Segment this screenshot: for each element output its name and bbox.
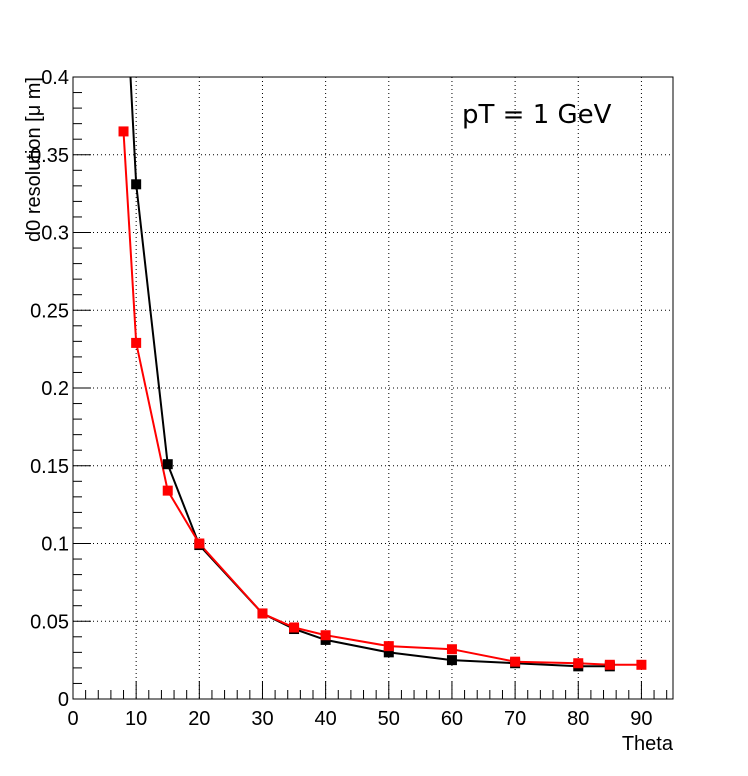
series-2-marker <box>636 659 647 670</box>
x-tick-label: 30 <box>251 708 273 730</box>
axis-ticks: 0 10 20 30 40 50 60 70 80 90 0 0.05 0.1 0.15 0.2 0.25 0.… <box>30 67 668 730</box>
grid <box>73 77 673 699</box>
series-2-marker <box>604 659 615 670</box>
series-2-marker <box>194 538 205 549</box>
y-tick-label: 0 <box>58 689 69 711</box>
y-tick-label: 0.4 <box>41 67 69 89</box>
x-tick-label: 80 <box>567 708 589 730</box>
x-tick-label: 90 <box>630 708 652 730</box>
x-tick-label: 20 <box>188 708 210 730</box>
series-1-marker <box>131 179 142 190</box>
y-tick-label: 0.1 <box>41 534 69 556</box>
annotation-label: pT = 1 GeV <box>462 100 612 130</box>
series-2-marker <box>257 608 268 619</box>
series-2-marker <box>289 622 300 633</box>
y-tick-label: 0.3 <box>41 223 69 245</box>
y-tick-label: 0.25 <box>30 300 69 322</box>
x-tick-label: 60 <box>441 708 463 730</box>
series-2-marker <box>118 126 129 137</box>
series-1-marker <box>162 459 173 470</box>
series-2-marker <box>383 641 394 652</box>
series-2-marker <box>320 630 331 641</box>
series-2-marker <box>573 658 584 669</box>
series-2-marker <box>446 644 457 655</box>
x-tick-label: 70 <box>504 708 526 730</box>
series-2-marker <box>162 485 173 496</box>
y-tick-label: 0.2 <box>41 378 69 400</box>
y-axis-title: d0 resolution [μ m] <box>23 77 45 242</box>
x-tick-label: 0 <box>67 708 78 730</box>
x-tick-label: 50 <box>378 708 400 730</box>
series-line-1 <box>129 76 610 668</box>
y-tick-label: 0.35 <box>30 145 69 167</box>
x-tick-label: 10 <box>125 708 147 730</box>
series-group <box>118 76 647 672</box>
y-tick-label: 0.05 <box>30 611 69 633</box>
series-1-marker <box>383 647 394 658</box>
y-tick-label: 0.15 <box>30 456 69 478</box>
series-line-2 <box>122 131 642 666</box>
series-2-marker <box>510 656 521 667</box>
x-axis-title: Theta <box>622 733 674 755</box>
series-2-marker <box>131 337 142 348</box>
series-1-marker <box>446 655 457 666</box>
x-tick-label: 40 <box>315 708 337 730</box>
